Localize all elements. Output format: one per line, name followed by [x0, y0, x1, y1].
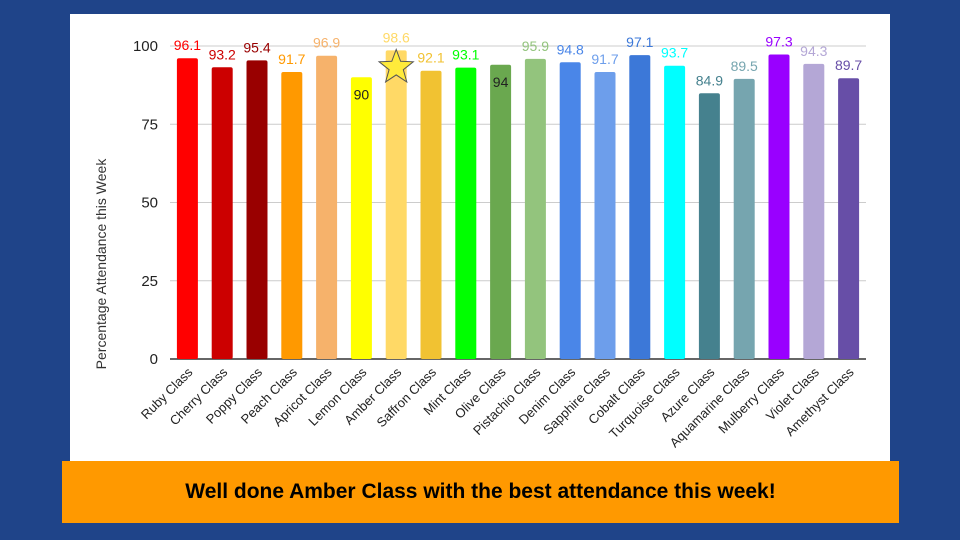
bar — [803, 63, 825, 359]
data-label: 93.7 — [661, 45, 688, 61]
highlight-star — [377, 47, 415, 84]
data-label: 95.4 — [243, 39, 270, 55]
bars — [176, 50, 860, 360]
data-label: 93.2 — [209, 46, 236, 62]
data-label: 94.8 — [557, 41, 584, 57]
data-label: 97.3 — [765, 33, 792, 49]
bar — [594, 71, 616, 359]
data-labels: 96.1 93.2 95.4 91.7 96.9 90 98.6 92.1 93.1 94 95.9… — [174, 29, 863, 102]
data-label: 89.7 — [835, 57, 862, 73]
data-label: 90 — [354, 86, 370, 102]
y-tick-label: 75 — [141, 116, 158, 133]
star-icon — [377, 47, 415, 84]
data-label: 84.9 — [696, 72, 723, 88]
bar — [420, 70, 442, 360]
bar — [385, 50, 407, 360]
bar — [246, 60, 268, 359]
data-label: 91.7 — [278, 51, 305, 67]
y-tick-label: 0 — [150, 351, 158, 368]
bar — [176, 58, 198, 359]
bar — [838, 78, 860, 359]
bar — [664, 65, 686, 360]
bar — [350, 77, 372, 360]
banner-text: Well done Amber Class with the best atte… — [185, 480, 776, 503]
data-label: 96.1 — [174, 37, 201, 53]
bar — [490, 64, 512, 359]
bar — [316, 55, 338, 359]
bar — [698, 93, 720, 359]
bar — [629, 55, 651, 360]
y-tick-label: 50 — [141, 195, 158, 212]
y-tick-label: 25 — [141, 273, 158, 290]
bar — [211, 67, 233, 359]
bar — [733, 78, 755, 360]
data-label: 95.9 — [522, 38, 549, 54]
data-label: 94.3 — [800, 43, 827, 59]
data-label: 96.9 — [313, 35, 340, 51]
data-label: 92.1 — [417, 50, 444, 66]
attendance-bar-chart: 0 25 50 75 100 96.1 93.2 95.4 91.7 96.9 90 98.6 92.… — [93, 29, 866, 450]
data-label: 98.6 — [383, 29, 410, 45]
bar — [455, 67, 477, 360]
bar — [559, 62, 581, 359]
chart-panel: 0 25 50 75 100 96.1 93.2 95.4 91.7 96.9 90 98.6 92.… — [70, 14, 890, 462]
data-label: 89.5 — [731, 58, 758, 74]
data-label: 97.1 — [626, 34, 653, 50]
bar — [524, 58, 546, 359]
congratulation-banner: Well done Amber Class with the best atte… — [62, 461, 899, 523]
data-label: 93.1 — [452, 47, 479, 63]
bar — [281, 71, 303, 359]
data-label: 91.7 — [591, 51, 618, 67]
bar — [768, 54, 790, 360]
y-axis-title: Percentage Attendance this Week — [93, 158, 109, 370]
y-tick-label: 100 — [133, 38, 158, 55]
data-label: 94 — [493, 74, 509, 90]
